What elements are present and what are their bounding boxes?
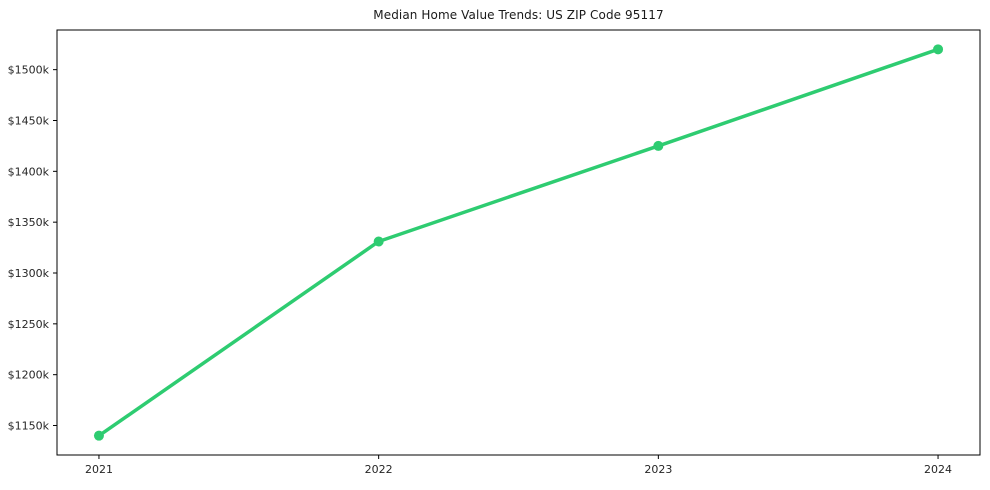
chart-title: Median Home Value Trends: US ZIP Code 95…: [373, 8, 664, 22]
data-point-2023: [653, 140, 664, 151]
y-tick-label: $1300k: [8, 267, 50, 280]
trend-line: [97, 47, 940, 438]
x-tick-label: 2022: [365, 463, 393, 476]
x-tick-label: 2023: [644, 463, 672, 476]
data-point-2021: [93, 430, 104, 441]
data-point-2022: [373, 236, 384, 247]
x-tick-label: 2021: [85, 463, 113, 476]
y-tick-label: $1400k: [8, 165, 50, 178]
y-tick-label: $1150k: [8, 420, 50, 433]
y-tick-label: $1200k: [8, 369, 50, 382]
y-tick-label: $1350k: [8, 216, 50, 229]
data-point-2024: [933, 44, 944, 55]
y-tick-label: $1450k: [8, 114, 50, 127]
x-tick-label: 2024: [924, 463, 952, 476]
y-tick-label: $1500k: [8, 64, 50, 77]
y-tick-label: $1250k: [8, 318, 50, 331]
plot-border: [56, 29, 981, 456]
